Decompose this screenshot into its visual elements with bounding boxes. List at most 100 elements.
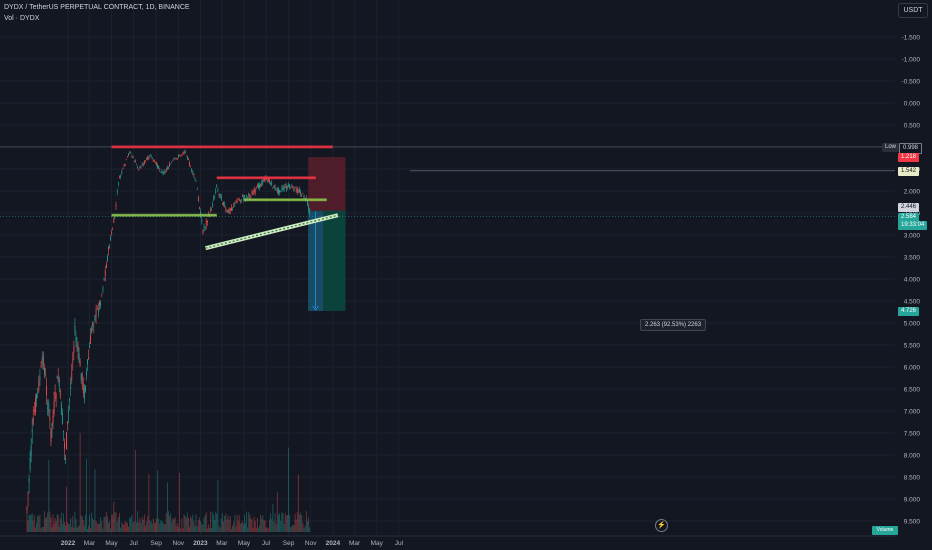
- volume-bar: [306, 521, 308, 532]
- volume-bar: [260, 514, 262, 532]
- volume-bar: [91, 512, 93, 532]
- candle-body: [115, 205, 117, 207]
- volume-bar: [103, 516, 105, 532]
- volume-bar: [75, 518, 77, 532]
- volume-bar: [156, 518, 157, 532]
- x-tick-label: May: [105, 540, 118, 547]
- volume-bar: [161, 521, 163, 532]
- candle-body: [303, 194, 305, 200]
- candle-body: [256, 185, 258, 188]
- volume-bar: [164, 523, 166, 532]
- x-tick-label: May: [238, 540, 251, 547]
- volume-bar: [290, 527, 292, 532]
- volume-bar: [266, 527, 268, 532]
- volume-bar: [82, 520, 84, 532]
- volume-bar: [288, 447, 290, 532]
- volume-bar: [131, 514, 133, 532]
- candle-body: [72, 359, 74, 363]
- candle-body: [278, 188, 279, 193]
- y-tick-label: -0.500: [902, 79, 921, 86]
- volume-bar: [114, 512, 116, 532]
- candle-body: [130, 152, 132, 154]
- volume-bar: [283, 523, 285, 532]
- candle-body: [292, 185, 294, 188]
- volume-bar: [284, 513, 286, 532]
- currency-button[interactable]: USDT: [898, 3, 928, 18]
- volume-bar: [89, 514, 90, 532]
- volume-bar: [139, 517, 141, 532]
- volume-bar: [181, 518, 183, 532]
- candle-body: [174, 157, 176, 159]
- volume-bar: [63, 522, 65, 532]
- candle-body: [140, 167, 142, 169]
- candle-body: [111, 232, 113, 235]
- candle-body: [308, 206, 309, 209]
- volume-bar: [228, 519, 230, 532]
- candle-body: [49, 416, 51, 421]
- candle-body: [48, 402, 50, 413]
- volume-bar: [67, 522, 69, 532]
- volume-bar: [308, 517, 309, 532]
- volume-bar: [140, 522, 142, 532]
- candle-body: [186, 156, 188, 159]
- y-tick-label: 2.000: [904, 189, 921, 196]
- candle-body: [151, 157, 153, 160]
- candle-body: [79, 361, 81, 367]
- volume-bar: [30, 514, 32, 532]
- ruler-arrowhead: [312, 305, 319, 311]
- volume-bar: [166, 482, 168, 532]
- volume-bar: [289, 515, 291, 532]
- candle-body: [223, 202, 224, 205]
- x-tick-label: 2022: [61, 540, 76, 547]
- target-price-tag: 4.726: [898, 307, 920, 316]
- volume-bar: [119, 513, 121, 532]
- candle-body: [46, 386, 47, 395]
- volume-bar: [292, 524, 294, 532]
- candle-body: [295, 188, 297, 192]
- volume-bar: [146, 521, 148, 532]
- candle-body: [62, 430, 64, 432]
- volume-bar: [129, 517, 131, 532]
- candle-body: [237, 199, 239, 201]
- candle-body: [216, 185, 218, 188]
- lightning-icon[interactable]: ⚡: [655, 519, 668, 532]
- x-tick-label: Jul: [395, 540, 404, 547]
- volume-bar: [148, 473, 150, 532]
- volume-bar: [299, 514, 300, 532]
- volume-bar: [132, 522, 134, 532]
- y-tick-label: 6.500: [904, 387, 921, 394]
- volume-bar: [152, 518, 154, 532]
- grid: [0, 0, 895, 537]
- volume-bar: [143, 514, 145, 532]
- candle-body: [45, 375, 46, 376]
- candle-body: [34, 398, 36, 414]
- candle-body: [243, 197, 244, 200]
- volume-bar: [95, 520, 97, 532]
- volume-bar: [244, 515, 245, 532]
- volume-bar: [309, 527, 311, 532]
- candle-body: [92, 322, 94, 327]
- candle-body: [76, 344, 78, 346]
- candle-body: [173, 158, 175, 160]
- volume-bar: [133, 520, 135, 532]
- volume-bar: [304, 525, 306, 532]
- candle-body: [81, 374, 83, 383]
- volume-bar: [65, 525, 66, 532]
- y-tick-label: 4.500: [904, 299, 921, 306]
- candle-body: [150, 155, 152, 157]
- volume-bar: [43, 511, 45, 532]
- volume-bar: [263, 520, 265, 532]
- volume-bar: [33, 515, 35, 532]
- candle-body: [266, 180, 268, 181]
- y-tick-label: 9.500: [904, 519, 921, 526]
- volume-bar: [177, 526, 179, 532]
- candle-body: [105, 263, 107, 268]
- x-tick-label: Mar: [216, 540, 228, 547]
- volume-bar: [303, 527, 305, 532]
- volume-bar: [145, 526, 146, 532]
- volume-bar: [216, 514, 218, 532]
- candle-body: [280, 190, 282, 192]
- candle-body: [205, 220, 207, 226]
- candle-body: [38, 380, 40, 392]
